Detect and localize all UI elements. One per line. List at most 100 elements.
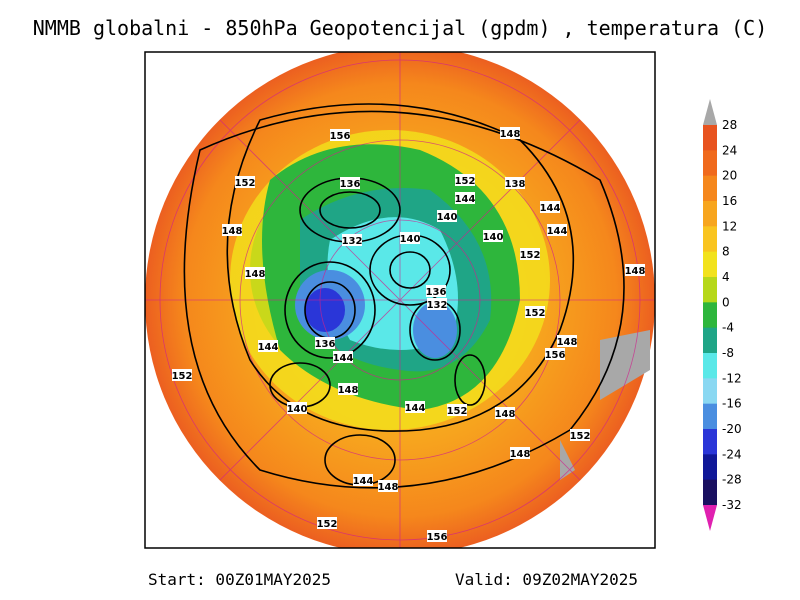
colorbar-band xyxy=(703,479,717,506)
map-field xyxy=(145,52,655,548)
contour-label: 148 xyxy=(510,449,531,460)
contour-label-box xyxy=(547,224,567,236)
colorbar-band xyxy=(703,302,717,329)
contour-label: 144 xyxy=(455,194,476,205)
contour-label: 136 xyxy=(426,287,447,298)
contour-label-box xyxy=(495,407,515,419)
contour-label-box xyxy=(520,248,540,260)
contour-label: 144 xyxy=(540,203,561,214)
contour-label-box xyxy=(172,369,192,381)
contour-label-box xyxy=(338,383,358,395)
contour-label-box xyxy=(222,224,242,236)
colorbar-band xyxy=(703,353,717,379)
contour-label-box xyxy=(258,340,278,352)
contour-label: 136 xyxy=(340,179,361,190)
colorbar-band xyxy=(703,150,717,177)
colorbar-label: -4 xyxy=(722,321,734,335)
contour-label-box xyxy=(500,127,520,139)
contour-label: 140 xyxy=(483,232,504,243)
contour-label: 144 xyxy=(353,476,374,487)
contour-label-box xyxy=(625,264,645,276)
colorbar-label: 16 xyxy=(722,194,737,208)
contour-label: 148 xyxy=(557,337,578,348)
colorbar-label: -24 xyxy=(722,447,742,461)
contour-label: 152 xyxy=(235,178,256,189)
contour-label: 148 xyxy=(338,385,359,396)
contour-label: 144 xyxy=(333,353,354,364)
contour-label: 148 xyxy=(222,226,243,237)
contour-label-box xyxy=(235,176,255,188)
contour-label-box xyxy=(557,335,577,347)
colorbar-band xyxy=(703,226,717,253)
contour-label-box xyxy=(540,201,560,213)
contour-label: 138 xyxy=(505,179,526,190)
contour-label-box xyxy=(545,348,565,360)
colorbar-band xyxy=(703,201,717,227)
contour-label: 152 xyxy=(455,176,476,187)
contour-label: 148 xyxy=(625,266,646,277)
colorbar-label: 8 xyxy=(722,245,730,259)
contour-label: 152 xyxy=(525,308,546,319)
contour-label: 148 xyxy=(378,482,399,493)
contour-label: 148 xyxy=(495,409,516,420)
colorbar-label: -20 xyxy=(722,422,742,436)
colorbar-band xyxy=(703,403,717,430)
contour-label-box xyxy=(426,285,446,297)
valid-time: Valid: 09Z02MAY2025 xyxy=(455,570,638,589)
colorbar-label: 28 xyxy=(722,118,737,132)
contour-label: 144 xyxy=(547,226,568,237)
contour-label-box xyxy=(405,401,425,413)
colorbar-band xyxy=(703,454,717,481)
colorbar: 28 24 20 16 12 8 4 0 -4 -8 -12 -16 -20 -24 -28 -32 xyxy=(703,99,742,531)
contour-label: 144 xyxy=(405,403,426,414)
contour-label-box xyxy=(315,337,335,349)
contour-label: 140 xyxy=(287,404,308,415)
contour-label-box xyxy=(505,177,525,189)
contour-label-box xyxy=(400,232,420,244)
colorbar-label: 4 xyxy=(722,270,730,284)
colorbar-band xyxy=(703,125,717,151)
colorbar-label: -28 xyxy=(722,473,742,487)
colorbar-label: -12 xyxy=(722,371,742,385)
contour-label: 148 xyxy=(500,129,521,140)
start-time: Start: 00Z01MAY2025 xyxy=(148,570,331,589)
map-frame xyxy=(144,51,656,549)
contour-label-box xyxy=(437,210,457,222)
contour-label-box xyxy=(353,474,373,486)
contour-label: 132 xyxy=(427,300,448,311)
contour-label-box xyxy=(455,174,475,186)
colorbar-band xyxy=(703,175,717,202)
contour-labels: 156 148 152 136 152 144 138 140 144 148 132 140 140 1… xyxy=(172,127,646,543)
contour-label: 152 xyxy=(172,371,193,382)
contour-label-box xyxy=(447,404,467,416)
contour-label: 152 xyxy=(317,519,338,530)
contour-label-box xyxy=(510,447,530,459)
contour-label: 152 xyxy=(447,406,468,417)
colorbar-label: 20 xyxy=(722,169,737,183)
colorbar-band xyxy=(703,327,717,354)
colorbar-label: -8 xyxy=(722,346,734,360)
contour-label-box xyxy=(525,306,545,318)
contour-label-box xyxy=(483,230,503,242)
contour-label-box xyxy=(427,298,447,310)
contour-label-box xyxy=(317,517,337,529)
contour-label-box xyxy=(455,192,475,204)
colorbar-label: -32 xyxy=(722,498,742,512)
contour-label-box xyxy=(330,129,350,141)
contour-label-box xyxy=(340,177,360,189)
contour-label: 156 xyxy=(427,532,448,543)
contour-label-box xyxy=(287,402,307,414)
contour-label: 156 xyxy=(545,350,566,361)
contour-label-box xyxy=(570,429,590,441)
colorbar-label: 24 xyxy=(722,143,737,157)
map-title: NMMB globalni - 850hPa Geopotencijal (gp… xyxy=(33,16,768,40)
contour-label: 140 xyxy=(437,212,458,223)
contour-label: 136 xyxy=(315,339,336,350)
contour-label-box xyxy=(245,267,265,279)
contour-label-box xyxy=(342,234,362,246)
colorbar-band xyxy=(703,378,717,405)
contour-label: 140 xyxy=(400,234,421,245)
colorbar-band xyxy=(703,251,717,278)
contour-label: 148 xyxy=(245,269,266,280)
